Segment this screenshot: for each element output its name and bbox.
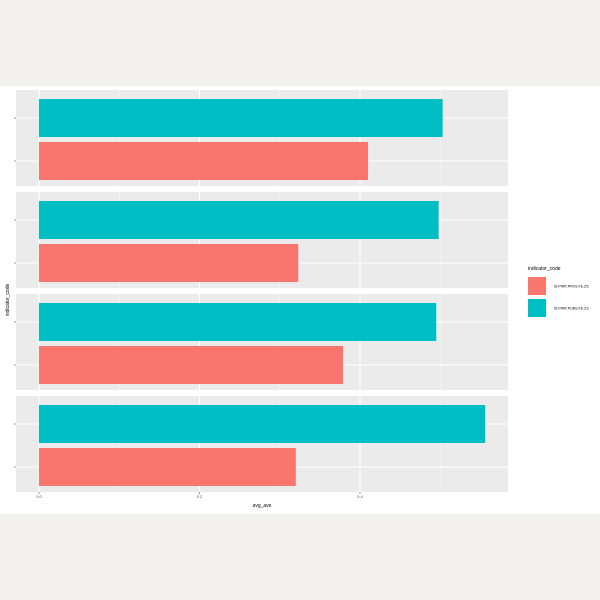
x-axis-title: avg_ave xyxy=(253,503,272,509)
bar-SI.PWR.PUBS.FE.ZS xyxy=(39,99,443,137)
bar-SI.PWR.PUBS.FE.ZS xyxy=(39,405,486,443)
y-axis-title: indicator_code xyxy=(5,284,11,317)
x-tick-label: 0.4 xyxy=(357,494,363,499)
legend-label: SI.PWR.PRVS.FE.ZS xyxy=(554,285,589,289)
bar-SI.PWR.PUBS.FE.ZS xyxy=(39,201,439,239)
x-tick-label: 0.2 xyxy=(197,494,203,499)
legend-label: SI.PWR.PUBS.FE.ZS xyxy=(554,307,589,311)
x-tick-label: 0.0 xyxy=(36,494,42,499)
bar-SI.PWR.PRVS.FE.ZS xyxy=(39,142,369,180)
bar-SI.PWR.PRVS.FE.ZS xyxy=(39,448,296,486)
legend-title: indicator_code xyxy=(528,266,561,272)
bar-SI.PWR.PUBS.FE.ZS xyxy=(39,303,437,341)
legend-key-SI.PWR.PRVS.FE.ZS xyxy=(528,277,546,295)
bar-SI.PWR.PRVS.FE.ZS xyxy=(39,346,344,384)
legend-key-SI.PWR.PUBS.FE.ZS xyxy=(528,299,546,317)
bar-SI.PWR.PRVS.FE.ZS xyxy=(39,244,299,282)
